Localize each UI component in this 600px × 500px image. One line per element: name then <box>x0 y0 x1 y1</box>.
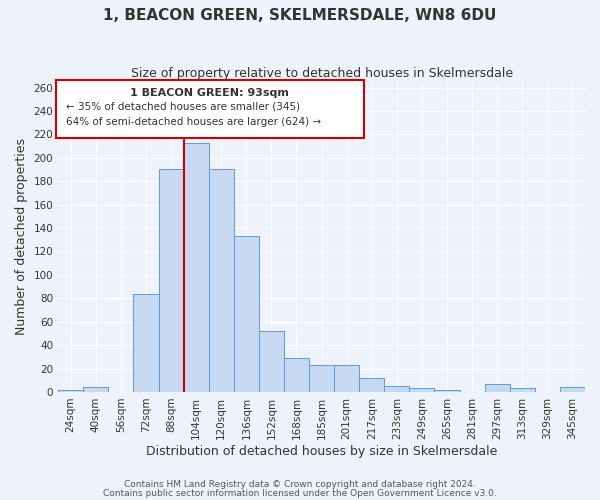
Bar <box>158 170 184 392</box>
X-axis label: Distribution of detached houses by size in Skelmersdale: Distribution of detached houses by size … <box>146 444 497 458</box>
Text: 1, BEACON GREEN, SKELMERSDALE, WN8 6DU: 1, BEACON GREEN, SKELMERSDALE, WN8 6DU <box>103 8 497 22</box>
Bar <box>334 365 359 392</box>
Bar <box>58 390 83 392</box>
Bar <box>83 388 109 392</box>
Bar <box>209 170 234 392</box>
FancyBboxPatch shape <box>56 80 364 138</box>
Text: 1 BEACON GREEN: 93sqm: 1 BEACON GREEN: 93sqm <box>130 88 289 98</box>
Text: Contains public sector information licensed under the Open Government Licence v3: Contains public sector information licen… <box>103 488 497 498</box>
Bar <box>409 388 434 392</box>
Bar <box>485 384 510 392</box>
Bar <box>259 331 284 392</box>
Bar <box>184 142 209 392</box>
Bar <box>359 378 385 392</box>
Bar <box>284 358 309 392</box>
Text: 64% of semi-detached houses are larger (624) →: 64% of semi-detached houses are larger (… <box>66 118 321 128</box>
Text: ← 35% of detached houses are smaller (345): ← 35% of detached houses are smaller (34… <box>66 102 300 112</box>
Title: Size of property relative to detached houses in Skelmersdale: Size of property relative to detached ho… <box>131 68 512 80</box>
Bar <box>510 388 535 392</box>
Bar <box>133 294 158 392</box>
Bar <box>234 236 259 392</box>
Y-axis label: Number of detached properties: Number of detached properties <box>15 138 28 336</box>
Bar <box>560 388 585 392</box>
Bar <box>309 365 334 392</box>
Text: Contains HM Land Registry data © Crown copyright and database right 2024.: Contains HM Land Registry data © Crown c… <box>124 480 476 489</box>
Bar <box>385 386 409 392</box>
Bar <box>434 390 460 392</box>
